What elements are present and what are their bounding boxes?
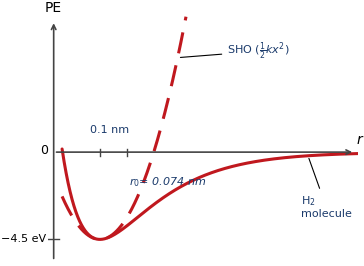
Text: PE: PE	[45, 1, 62, 15]
Text: H$_2$
molecule: H$_2$ molecule	[301, 158, 352, 219]
Text: −4.5 eV: −4.5 eV	[1, 234, 46, 244]
Text: r: r	[357, 133, 363, 147]
Text: 0.1 nm: 0.1 nm	[90, 125, 129, 135]
Text: $r_0$= 0.074 nm: $r_0$= 0.074 nm	[128, 175, 206, 189]
Text: 0: 0	[40, 144, 48, 157]
Text: SHO ($\frac{1}{2}kx^2$): SHO ($\frac{1}{2}kx^2$)	[181, 40, 290, 62]
